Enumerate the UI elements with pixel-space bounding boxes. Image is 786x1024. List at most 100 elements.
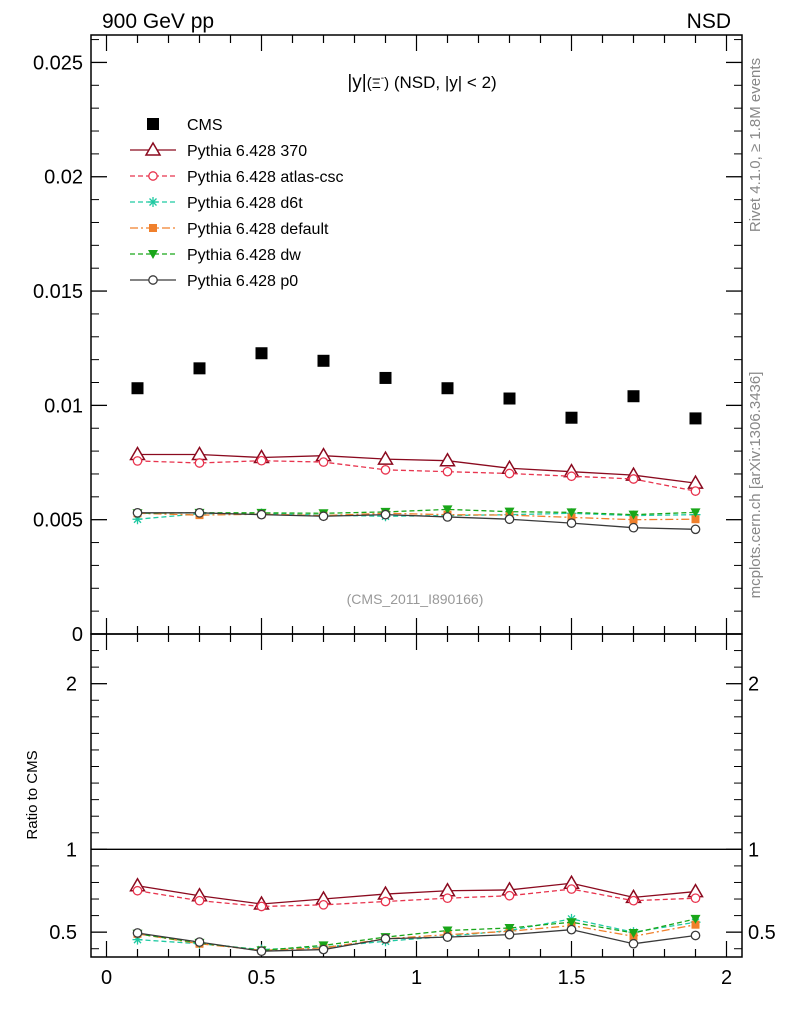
main-plot-title: |y|(Ξ-) (NSD, |y| < 2) [347,72,496,93]
main-y-tick-label: 0.015 [33,281,83,303]
ratio-point-p0 [690,930,701,941]
ratio-point-atlas [318,899,329,910]
data-point-cms [689,412,702,425]
data-point-p0 [442,512,453,522]
ratio-point-dw [566,918,577,928]
data-point-cms [627,390,640,403]
data-point-atlas [132,456,143,466]
ratio-point-p0 [256,946,267,957]
ratio-point-p0 [318,944,329,955]
data-point-cms [565,411,578,424]
ratio-point-p0 [566,924,577,935]
ratio-point-p0 [380,933,391,944]
ratio-line-d6t [137,918,696,951]
legend-marker-d6t [148,197,158,207]
legend-label-dw: Pythia 6.428 dw [187,247,301,264]
legend-label-p370: Pythia 6.428 370 [187,143,307,160]
legend-label-p0: Pythia 6.428 p0 [187,273,298,290]
main-plot-axes: 0 0.005 0.01 0.015 0.02 0.025 [33,34,743,646]
ratio-line-p370 [137,882,696,905]
ratio-point-p0 [132,928,143,938]
legend-marker-cms [147,118,159,130]
data-point-dw [442,505,453,515]
series-line-dw [137,508,696,516]
ratio-y-tick-label: 0.5 [49,922,77,944]
header-right-label: NSD [687,10,731,33]
data-point-cms [193,362,206,375]
ratio-point-dw [690,914,701,924]
series-line-p0 [137,512,696,530]
series-line-d6t [137,512,696,520]
ratio-x-tick-label: 1.5 [558,967,586,989]
ratio-x-tick-label: 2 [721,967,732,989]
data-point-default [629,515,638,524]
data-point-atlas [690,486,701,496]
ratio-y-tick-label-right: 2 [748,674,759,696]
ratio-line-default [137,924,696,952]
main-y-tick-label: 0.01 [44,395,83,417]
data-point-default [691,515,700,524]
data-point-atlas [380,464,391,475]
ratio-line-atlas [137,888,696,908]
data-point-p370 [191,446,208,461]
ratio-x-tick-label: 1 [411,967,422,989]
data-point-dw [504,507,515,517]
data-point-atlas [628,474,639,484]
data-point-p0 [566,518,577,528]
ratio-point-atlas [442,893,453,904]
legend-label-d6t: Pythia 6.428 d6t [187,195,303,212]
data-point-cms [131,382,144,395]
data-point-p0 [690,524,701,535]
ratio-point-p0 [628,938,639,949]
series-line-atlas [137,460,696,492]
main-y-tick-label: 0.02 [44,167,83,189]
data-point-atlas [442,466,453,477]
data-point-default [567,513,576,522]
data-point-atlas [566,471,577,482]
data-point-p0 [256,509,267,520]
header-left-label: 900 GeV pp [102,10,214,33]
main-y-tick-label: 0.025 [33,52,83,74]
ratio-plot-frame [90,633,743,958]
legend-marker-atlas [148,171,158,181]
legend-marker-dw [148,250,158,259]
data-point-p0 [318,511,329,522]
ratio-y-axis-label: Ratio to CMS [24,750,41,839]
ratio-point-atlas [566,884,577,894]
data-point-p0 [504,514,515,525]
ratio-point-atlas [132,885,143,896]
ratio-plot-axes: 0.5 0.5 1 1 2 2 0 0.5 1 1.5 2 [49,633,776,989]
main-y-tick-label: 0 [72,624,83,646]
ratio-plot-data [129,874,704,957]
rivet-version-label: Rivet 4.1.0, ≥ 1.8M events [747,58,764,232]
data-point-p370 [377,450,394,465]
data-point-atlas [504,468,515,479]
data-point-cms [441,382,454,395]
data-point-dw [628,510,639,520]
legend-label-cms: CMS [187,117,223,134]
ratio-x-tick-label: 0.5 [248,967,276,989]
ratio-point-dw [628,928,639,938]
ratio-point-atlas [504,890,515,901]
mcplots-source-label: mcplots.cern.ch [arXiv:1306.3436] [747,372,764,599]
legend-marker-default [149,224,157,232]
legend-label-default: Pythia 6.428 default [187,221,329,238]
data-point-atlas [256,455,267,466]
series-line-default [137,512,696,521]
data-point-cms [255,347,268,360]
data-point-cms [379,371,392,384]
data-point-p370 [439,452,456,467]
data-point-p0 [628,522,639,533]
ratio-point-dw [504,924,515,934]
data-point-dw [690,508,701,518]
data-point-atlas [194,458,205,468]
ratio-point-default [691,920,700,929]
ratio-point-p0 [504,929,515,940]
ratio-point-atlas [194,895,205,906]
data-point-atlas [318,457,329,467]
ratio-point-atlas [256,901,267,912]
data-point-p0 [132,507,143,518]
ratio-point-atlas [380,896,391,907]
ratio-point-p0 [194,937,205,947]
